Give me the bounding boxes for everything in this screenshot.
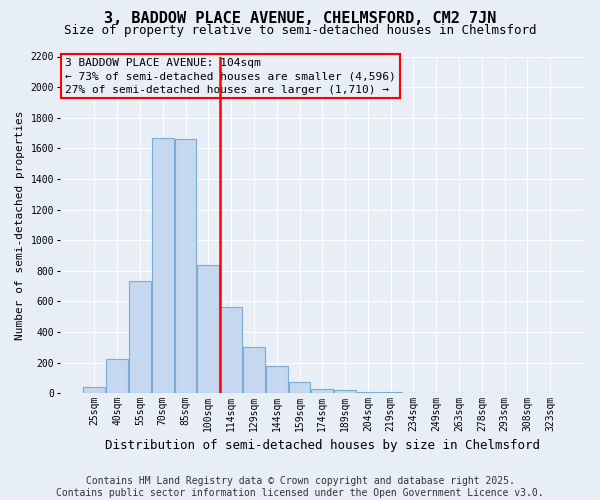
Text: Contains HM Land Registry data © Crown copyright and database right 2025.
Contai: Contains HM Land Registry data © Crown c…: [56, 476, 544, 498]
Bar: [129, 282, 151, 393]
Bar: [357, 392, 379, 393]
Bar: [83, 387, 105, 393]
Text: 3 BADDOW PLACE AVENUE: 104sqm
← 73% of semi-detached houses are smaller (4,596)
: 3 BADDOW PLACE AVENUE: 104sqm ← 73% of s…: [65, 58, 395, 94]
Bar: [243, 347, 265, 393]
Bar: [334, 390, 356, 393]
Bar: [106, 360, 128, 393]
Bar: [197, 264, 219, 393]
Bar: [175, 139, 196, 393]
Bar: [220, 308, 242, 393]
Bar: [152, 138, 173, 393]
Y-axis label: Number of semi-detached properties: Number of semi-detached properties: [15, 110, 25, 340]
Text: 3, BADDOW PLACE AVENUE, CHELMSFORD, CM2 7JN: 3, BADDOW PLACE AVENUE, CHELMSFORD, CM2 …: [104, 11, 496, 26]
Text: Size of property relative to semi-detached houses in Chelmsford: Size of property relative to semi-detach…: [64, 24, 536, 37]
Bar: [380, 392, 401, 393]
Bar: [289, 382, 310, 393]
Bar: [311, 388, 333, 393]
X-axis label: Distribution of semi-detached houses by size in Chelmsford: Distribution of semi-detached houses by …: [105, 440, 540, 452]
Bar: [266, 366, 287, 393]
